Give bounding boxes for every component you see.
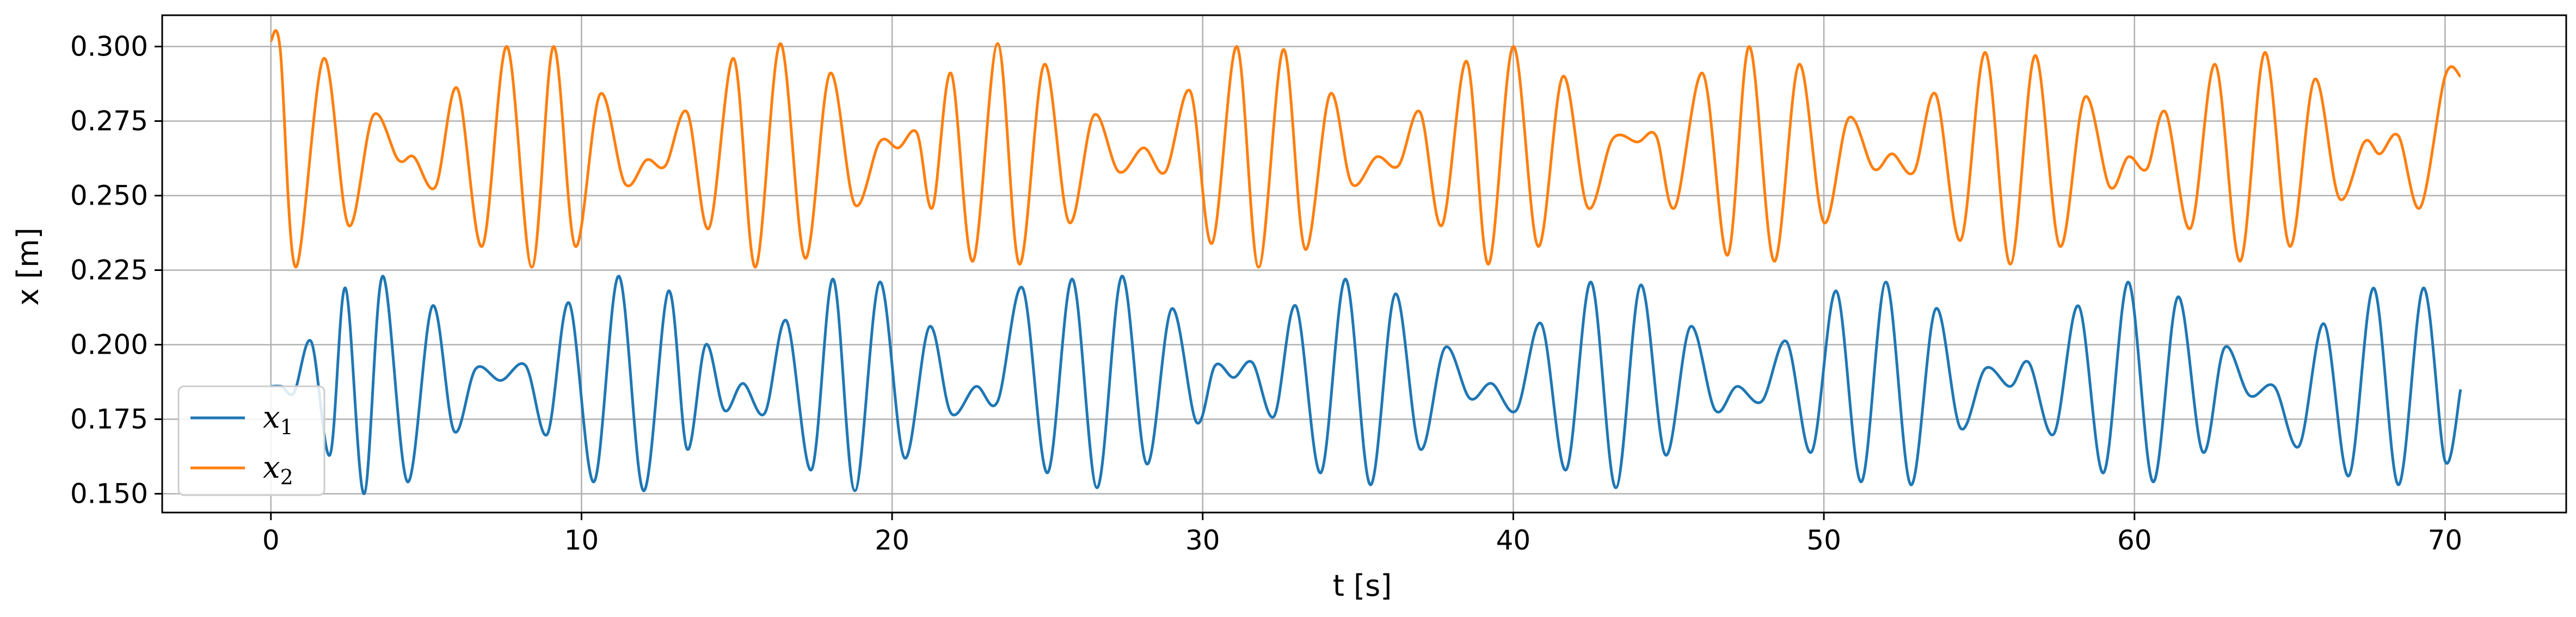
series-line-x1: [270, 274, 2462, 496]
y-tick-label: 0.175: [70, 403, 148, 435]
y-tick-label: 0.225: [70, 255, 148, 286]
x-tick-label: 0: [262, 525, 280, 556]
grid: [162, 15, 2566, 513]
x-tick-label: 60: [2117, 525, 2152, 556]
x-tick-label: 70: [2428, 525, 2463, 556]
y-tick-label: 0.275: [70, 106, 148, 137]
x-tick-label: 20: [875, 525, 909, 556]
legend-box: [177, 385, 325, 496]
x-axis: 0 10 20 30 40 50 60 70: [262, 513, 2462, 556]
y-axis-label: x [m]: [11, 227, 45, 306]
y-axis: 0.150 0.175 0.200 0.225 0.250 0.275 0.300: [70, 31, 162, 509]
x-tick-label: 10: [564, 525, 599, 556]
y-tick-label: 0.150: [70, 478, 148, 509]
plot-frame: [161, 14, 2567, 514]
x-tick-label: 40: [1496, 525, 1531, 556]
y-tick-label: 0.250: [70, 180, 148, 212]
x-tick-label: 50: [1806, 525, 1841, 556]
y-tick-label: 0.300: [70, 31, 148, 63]
plot-lines: [269, 29, 2462, 496]
x-tick-label: 30: [1185, 525, 1220, 556]
series-line-x2: [269, 29, 2462, 269]
x-axis-label: t [s]: [1333, 569, 1392, 603]
y-tick-label: 0.200: [70, 329, 148, 360]
